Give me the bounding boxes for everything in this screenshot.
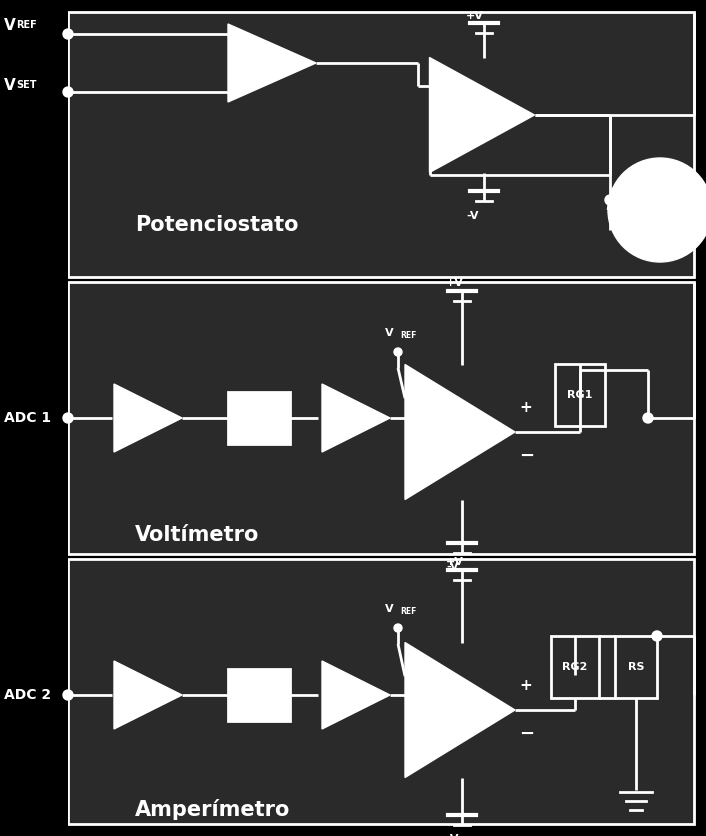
Polygon shape	[405, 643, 515, 777]
Text: REF: REF	[400, 607, 417, 616]
Circle shape	[63, 413, 73, 423]
Text: V: V	[385, 328, 394, 338]
Circle shape	[63, 87, 73, 97]
Circle shape	[608, 158, 706, 262]
Polygon shape	[322, 661, 390, 729]
Circle shape	[605, 195, 615, 205]
Text: V: V	[385, 604, 394, 614]
Text: +: +	[519, 400, 532, 415]
Text: REF: REF	[400, 331, 417, 340]
Text: +V: +V	[466, 11, 484, 21]
Bar	[228, 392, 290, 444]
Bar	[555, 364, 605, 426]
Text: -V: -V	[446, 834, 458, 836]
Text: Potenciostato: Potenciostato	[135, 215, 299, 235]
Text: RS: RS	[628, 662, 645, 672]
Circle shape	[394, 624, 402, 632]
Text: −: −	[519, 447, 534, 466]
Text: SET: SET	[16, 80, 37, 90]
Text: Amperímetro: Amperímetro	[135, 799, 290, 820]
Circle shape	[652, 631, 662, 641]
Polygon shape	[429, 58, 534, 172]
Text: +V: +V	[446, 278, 464, 288]
Bar	[68, 559, 694, 824]
Text: +V: +V	[446, 557, 464, 567]
Polygon shape	[405, 364, 515, 499]
Text: V: V	[4, 18, 16, 33]
Text: ADC 2: ADC 2	[4, 688, 51, 702]
Polygon shape	[322, 384, 390, 452]
Circle shape	[63, 690, 73, 700]
Text: -V: -V	[446, 562, 458, 572]
Text: +: +	[519, 678, 532, 693]
Polygon shape	[114, 661, 182, 729]
Bar	[615, 636, 657, 698]
Text: RG2: RG2	[562, 662, 587, 672]
Bar	[68, 282, 694, 554]
Bar	[68, 12, 694, 277]
Bar	[551, 636, 599, 698]
Text: −: −	[519, 726, 534, 743]
Polygon shape	[228, 24, 316, 102]
Text: V: V	[4, 78, 16, 93]
Circle shape	[394, 348, 402, 356]
Text: REF: REF	[16, 20, 37, 30]
Text: ADC 1: ADC 1	[4, 411, 51, 425]
Text: RG1: RG1	[568, 390, 593, 400]
Text: -V: -V	[466, 211, 479, 221]
Circle shape	[63, 29, 73, 39]
Circle shape	[643, 413, 653, 423]
Polygon shape	[114, 384, 182, 452]
Text: Voltímetro: Voltímetro	[135, 525, 259, 545]
Bar	[228, 669, 290, 721]
Bar	[0, 0, 68, 836]
